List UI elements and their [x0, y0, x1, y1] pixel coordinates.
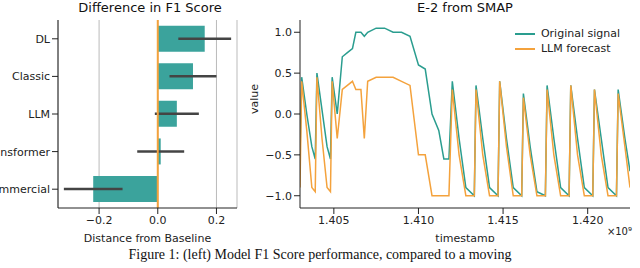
- html-text:Original signal: Original signal: [540, 27, 620, 40]
- svg-text:Transformer: Transformer: [8, 146, 50, 159]
- svg-text:0.2: 0.2: [208, 214, 226, 227]
- svg-text:Classic: Classic: [12, 70, 50, 83]
- svg-text:0.0: 0.0: [149, 214, 167, 227]
- svg-text:Distance from Baseline: Distance from Baseline: [84, 232, 212, 242]
- svg-text:1.410: 1.410: [403, 214, 435, 227]
- svg-text:−1.0: −1.0: [265, 190, 292, 203]
- svg-text:0.0: 0.0: [275, 108, 293, 121]
- svg-text:LLM: LLM: [28, 108, 50, 121]
- svg-text:−0.5: −0.5: [265, 149, 292, 162]
- svg-text:1.405: 1.405: [318, 214, 350, 227]
- svg-text:1.0: 1.0: [275, 26, 293, 39]
- html-text:E-2 from SMAP: E-2 from SMAP: [417, 0, 513, 15]
- svg-text:Commercial: Commercial: [8, 183, 50, 196]
- html-text:Figure 1: (left) Model F1 Scor: Figure 1: (left) Model F1 Score performa…: [128, 247, 512, 262]
- svg-text:value: value: [250, 84, 261, 114]
- html-text:×10⁹: ×10⁹: [606, 226, 632, 237]
- svg-text:1.420: 1.420: [572, 214, 604, 227]
- svg-text:timestamp: timestamp: [435, 232, 494, 242]
- svg-text:DL: DL: [35, 33, 50, 46]
- svg-text:0.5: 0.5: [275, 67, 293, 80]
- html-text:Difference in F1 Score: Difference in F1 Score: [78, 0, 222, 15]
- html-text:LLM forecast: LLM forecast: [540, 42, 611, 55]
- svg-text:1.415: 1.415: [487, 214, 518, 227]
- svg-text:−0.2: −0.2: [86, 214, 113, 227]
